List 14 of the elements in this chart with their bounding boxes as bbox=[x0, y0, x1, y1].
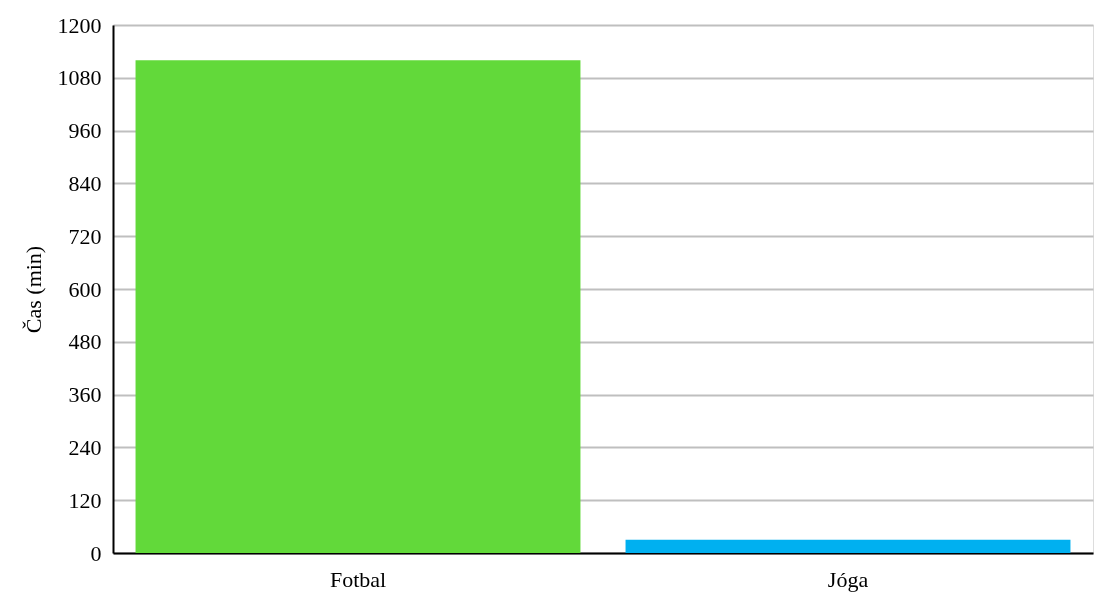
x-tick-label: Fotbal bbox=[329, 566, 387, 592]
y-tick-label: 720 bbox=[68, 223, 102, 249]
y-tick-label: 600 bbox=[68, 276, 102, 302]
y-tick-label: 240 bbox=[68, 434, 102, 460]
y-tick-label: 960 bbox=[68, 118, 102, 144]
y-tick-label: 480 bbox=[68, 329, 102, 355]
y-tick-label: 1080 bbox=[57, 65, 102, 91]
y-tick-label: 1200 bbox=[57, 12, 102, 38]
y-tick-label: 0 bbox=[90, 540, 102, 566]
y-tick-label: 840 bbox=[68, 170, 102, 196]
y-axis-title: Čas (min) bbox=[20, 245, 46, 334]
y-tick-label: 120 bbox=[68, 487, 102, 513]
y-tick-label: 360 bbox=[68, 382, 102, 408]
x-tick-label: Jóga bbox=[827, 566, 869, 592]
